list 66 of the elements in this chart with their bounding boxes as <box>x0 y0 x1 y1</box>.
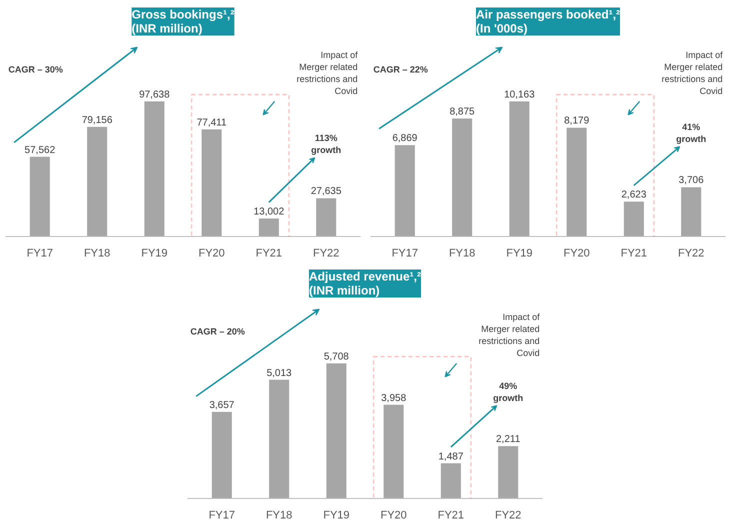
data-label: 13,002 <box>254 206 285 218</box>
bar <box>509 101 530 236</box>
chart-title: Air passengers booked¹,² (In '000s) <box>476 8 620 36</box>
bar <box>452 118 472 236</box>
data-label: 3,706 <box>678 175 704 186</box>
x-tick-label: FY18 <box>266 510 292 522</box>
bar <box>87 126 108 236</box>
bar <box>30 156 50 236</box>
text: Impact of Merger related restrictions and Covid <box>662 50 724 96</box>
data-label: 6,869 <box>392 133 418 144</box>
bar <box>566 128 587 236</box>
data-label: 27,635 <box>310 186 342 198</box>
chart-title: Adjusted revenue¹,² (INR million) <box>308 270 422 298</box>
x-tick-label: FY18 <box>84 248 110 260</box>
data-label: 5,013 <box>266 368 292 379</box>
x-tick-label: FY21 <box>256 248 282 260</box>
annotation: 49% growth <box>493 380 524 403</box>
data-label: 8,179 <box>564 116 590 127</box>
bar <box>384 404 404 498</box>
text: Impact of Merger related restrictions and Covid <box>296 50 358 96</box>
text: CAGR – 20% <box>190 326 245 336</box>
x-tick-label: FY19 <box>506 248 533 260</box>
x-tick-label: FY17 <box>26 248 54 260</box>
x-tick-label: FY17 <box>208 510 236 522</box>
text: CAGR – 22% <box>373 64 428 74</box>
annotation: 113% growth <box>311 132 342 155</box>
bar <box>326 363 346 498</box>
bar <box>624 202 644 236</box>
text: Impact of Merger related restrictions and Covid <box>478 312 540 358</box>
text: CAGR – 30% <box>8 64 63 74</box>
bar <box>394 145 415 236</box>
data-label: 1,487 <box>438 451 464 462</box>
x-tick-label: FY17 <box>392 248 418 260</box>
data-label: 3,657 <box>209 400 235 411</box>
bar <box>681 187 702 236</box>
bar <box>202 129 222 236</box>
data-label: 5,708 <box>324 351 350 362</box>
data-label: 2,623 <box>621 190 647 201</box>
x-tick-label: FY21 <box>438 510 464 522</box>
data-label: 2,211 <box>496 434 521 446</box>
x-tick-label: FY19 <box>323 510 350 522</box>
x-tick-label: FY20 <box>380 510 407 522</box>
bar <box>269 380 290 498</box>
x-tick-label: FY20 <box>198 248 225 260</box>
annotation: 41% growth <box>676 122 706 144</box>
data-label: 8,875 <box>450 106 476 118</box>
x-tick-label: FY20 <box>563 248 590 260</box>
data-label: 97,638 <box>139 89 170 100</box>
bar <box>440 463 461 498</box>
data-label: 57,562 <box>24 144 56 156</box>
data-label: 79,156 <box>82 114 113 126</box>
x-tick-label: FY19 <box>141 248 168 260</box>
bar <box>258 218 279 236</box>
bar <box>212 412 232 498</box>
chart-title: Gross bookings¹,² (INR million) <box>132 8 234 36</box>
x-tick-label: FY21 <box>620 248 648 260</box>
data-label: 77,411 <box>196 117 227 128</box>
x-tick-label: FY22 <box>313 248 340 260</box>
bar <box>498 446 518 498</box>
data-label: 10,163 <box>504 89 536 100</box>
bar <box>316 198 336 236</box>
x-tick-label: FY18 <box>448 248 476 260</box>
x-tick-label: FY22 <box>678 248 704 260</box>
bar <box>144 101 164 236</box>
data-label: 3,958 <box>381 392 407 404</box>
x-tick-label: FY22 <box>495 510 522 522</box>
